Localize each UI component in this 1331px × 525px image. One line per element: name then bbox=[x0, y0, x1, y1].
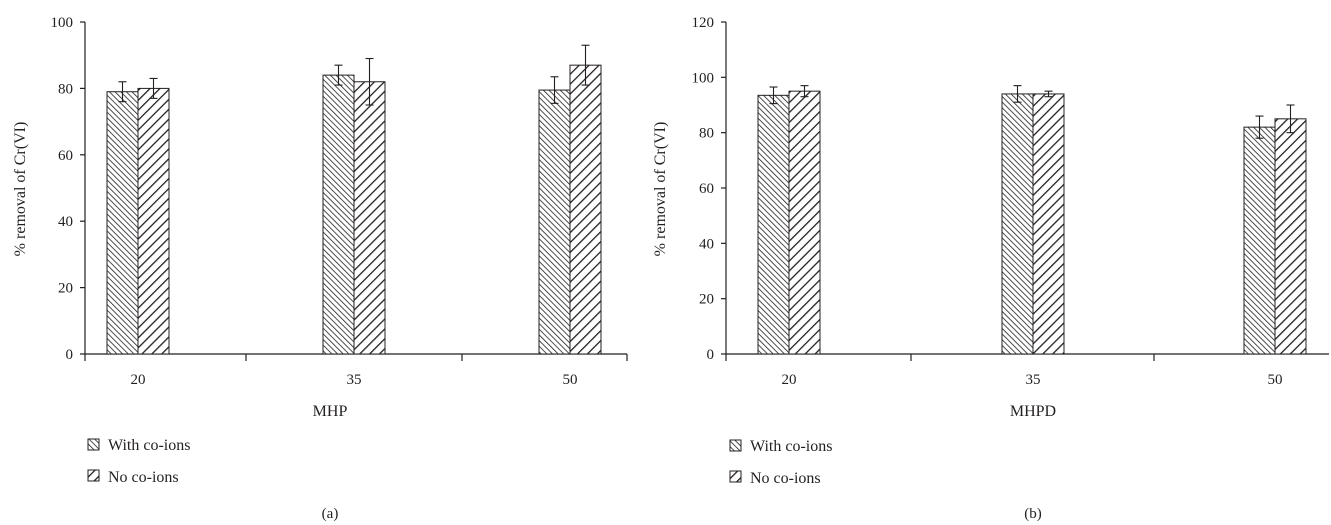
y-tick-label-b: 60 bbox=[699, 181, 714, 197]
x-axis-title-b: MHPD bbox=[1010, 403, 1056, 420]
legend-swatch-no-coions-b bbox=[729, 470, 742, 483]
panel-label-a: (a) bbox=[322, 506, 339, 522]
bar-no-coions-b bbox=[1032, 93, 1065, 355]
legend-swatch-with-coions-b bbox=[729, 439, 742, 452]
y-tick-label-b: 100 bbox=[692, 70, 715, 86]
legend-swatch-with-coions-a bbox=[87, 438, 100, 451]
bar-with-coions-a bbox=[106, 91, 139, 355]
legend-label-no-coions-a: No co-ions bbox=[108, 469, 179, 486]
y-tick-label-b: 40 bbox=[699, 236, 714, 252]
y-tick-label-a: 20 bbox=[58, 281, 73, 297]
x-axis-title-a: MHP bbox=[313, 403, 348, 420]
legend-b: With co-ions No co-ions bbox=[729, 438, 832, 487]
y-axis-title-b: % removal of Cr(VI) bbox=[652, 122, 669, 257]
y-tick-label-b: 20 bbox=[699, 292, 714, 308]
legend-a: With co-ions No co-ions bbox=[87, 437, 190, 486]
x-tick-label-b: 50 bbox=[1268, 372, 1283, 388]
bar-with-coions-b bbox=[1243, 126, 1276, 355]
panel-label-b: (b) bbox=[1024, 506, 1042, 522]
bar-no-coions-a bbox=[137, 87, 170, 355]
bar-with-coions-b bbox=[757, 94, 790, 355]
y-tick-label-a: 80 bbox=[58, 81, 73, 97]
y-tick-label-b: 0 bbox=[707, 347, 715, 363]
chart-panel-a: % removal of Cr(VI) MHP (a) With co-ions… bbox=[12, 15, 628, 522]
y-axis-title-a: % removal of Cr(VI) bbox=[12, 122, 29, 257]
bar-with-coions-a bbox=[322, 74, 355, 355]
x-tick-label-a: 35 bbox=[347, 372, 362, 388]
bar-no-coions-a bbox=[569, 64, 602, 355]
x-tick-label-a: 50 bbox=[563, 372, 578, 388]
legend-swatch-no-coions-a bbox=[87, 469, 100, 482]
bar-no-coions-a bbox=[353, 81, 386, 355]
x-tick-label-a: 20 bbox=[131, 372, 146, 388]
y-tick-label-a: 60 bbox=[58, 148, 73, 164]
legend-label-with-coions-b: With co-ions bbox=[750, 438, 832, 455]
chart-panel-b: % removal of Cr(VI) MHPD (b) With co-ion… bbox=[652, 15, 1329, 522]
legend-label-with-coions-a: With co-ions bbox=[108, 437, 190, 454]
y-tick-label-a: 40 bbox=[58, 214, 73, 230]
y-tick-label-b: 120 bbox=[692, 15, 715, 31]
y-tick-label-b: 80 bbox=[699, 126, 714, 142]
y-tick-label-a: 100 bbox=[51, 15, 74, 31]
x-tick-label-b: 20 bbox=[782, 372, 797, 388]
bar-no-coions-b bbox=[1274, 118, 1307, 355]
bar-with-coions-a bbox=[538, 89, 571, 355]
legend-label-no-coions-b: No co-ions bbox=[750, 470, 821, 487]
bar-with-coions-b bbox=[1001, 93, 1034, 355]
bar-no-coions-b bbox=[788, 90, 821, 355]
x-tick-label-b: 35 bbox=[1026, 372, 1041, 388]
y-tick-label-a: 0 bbox=[66, 347, 74, 363]
